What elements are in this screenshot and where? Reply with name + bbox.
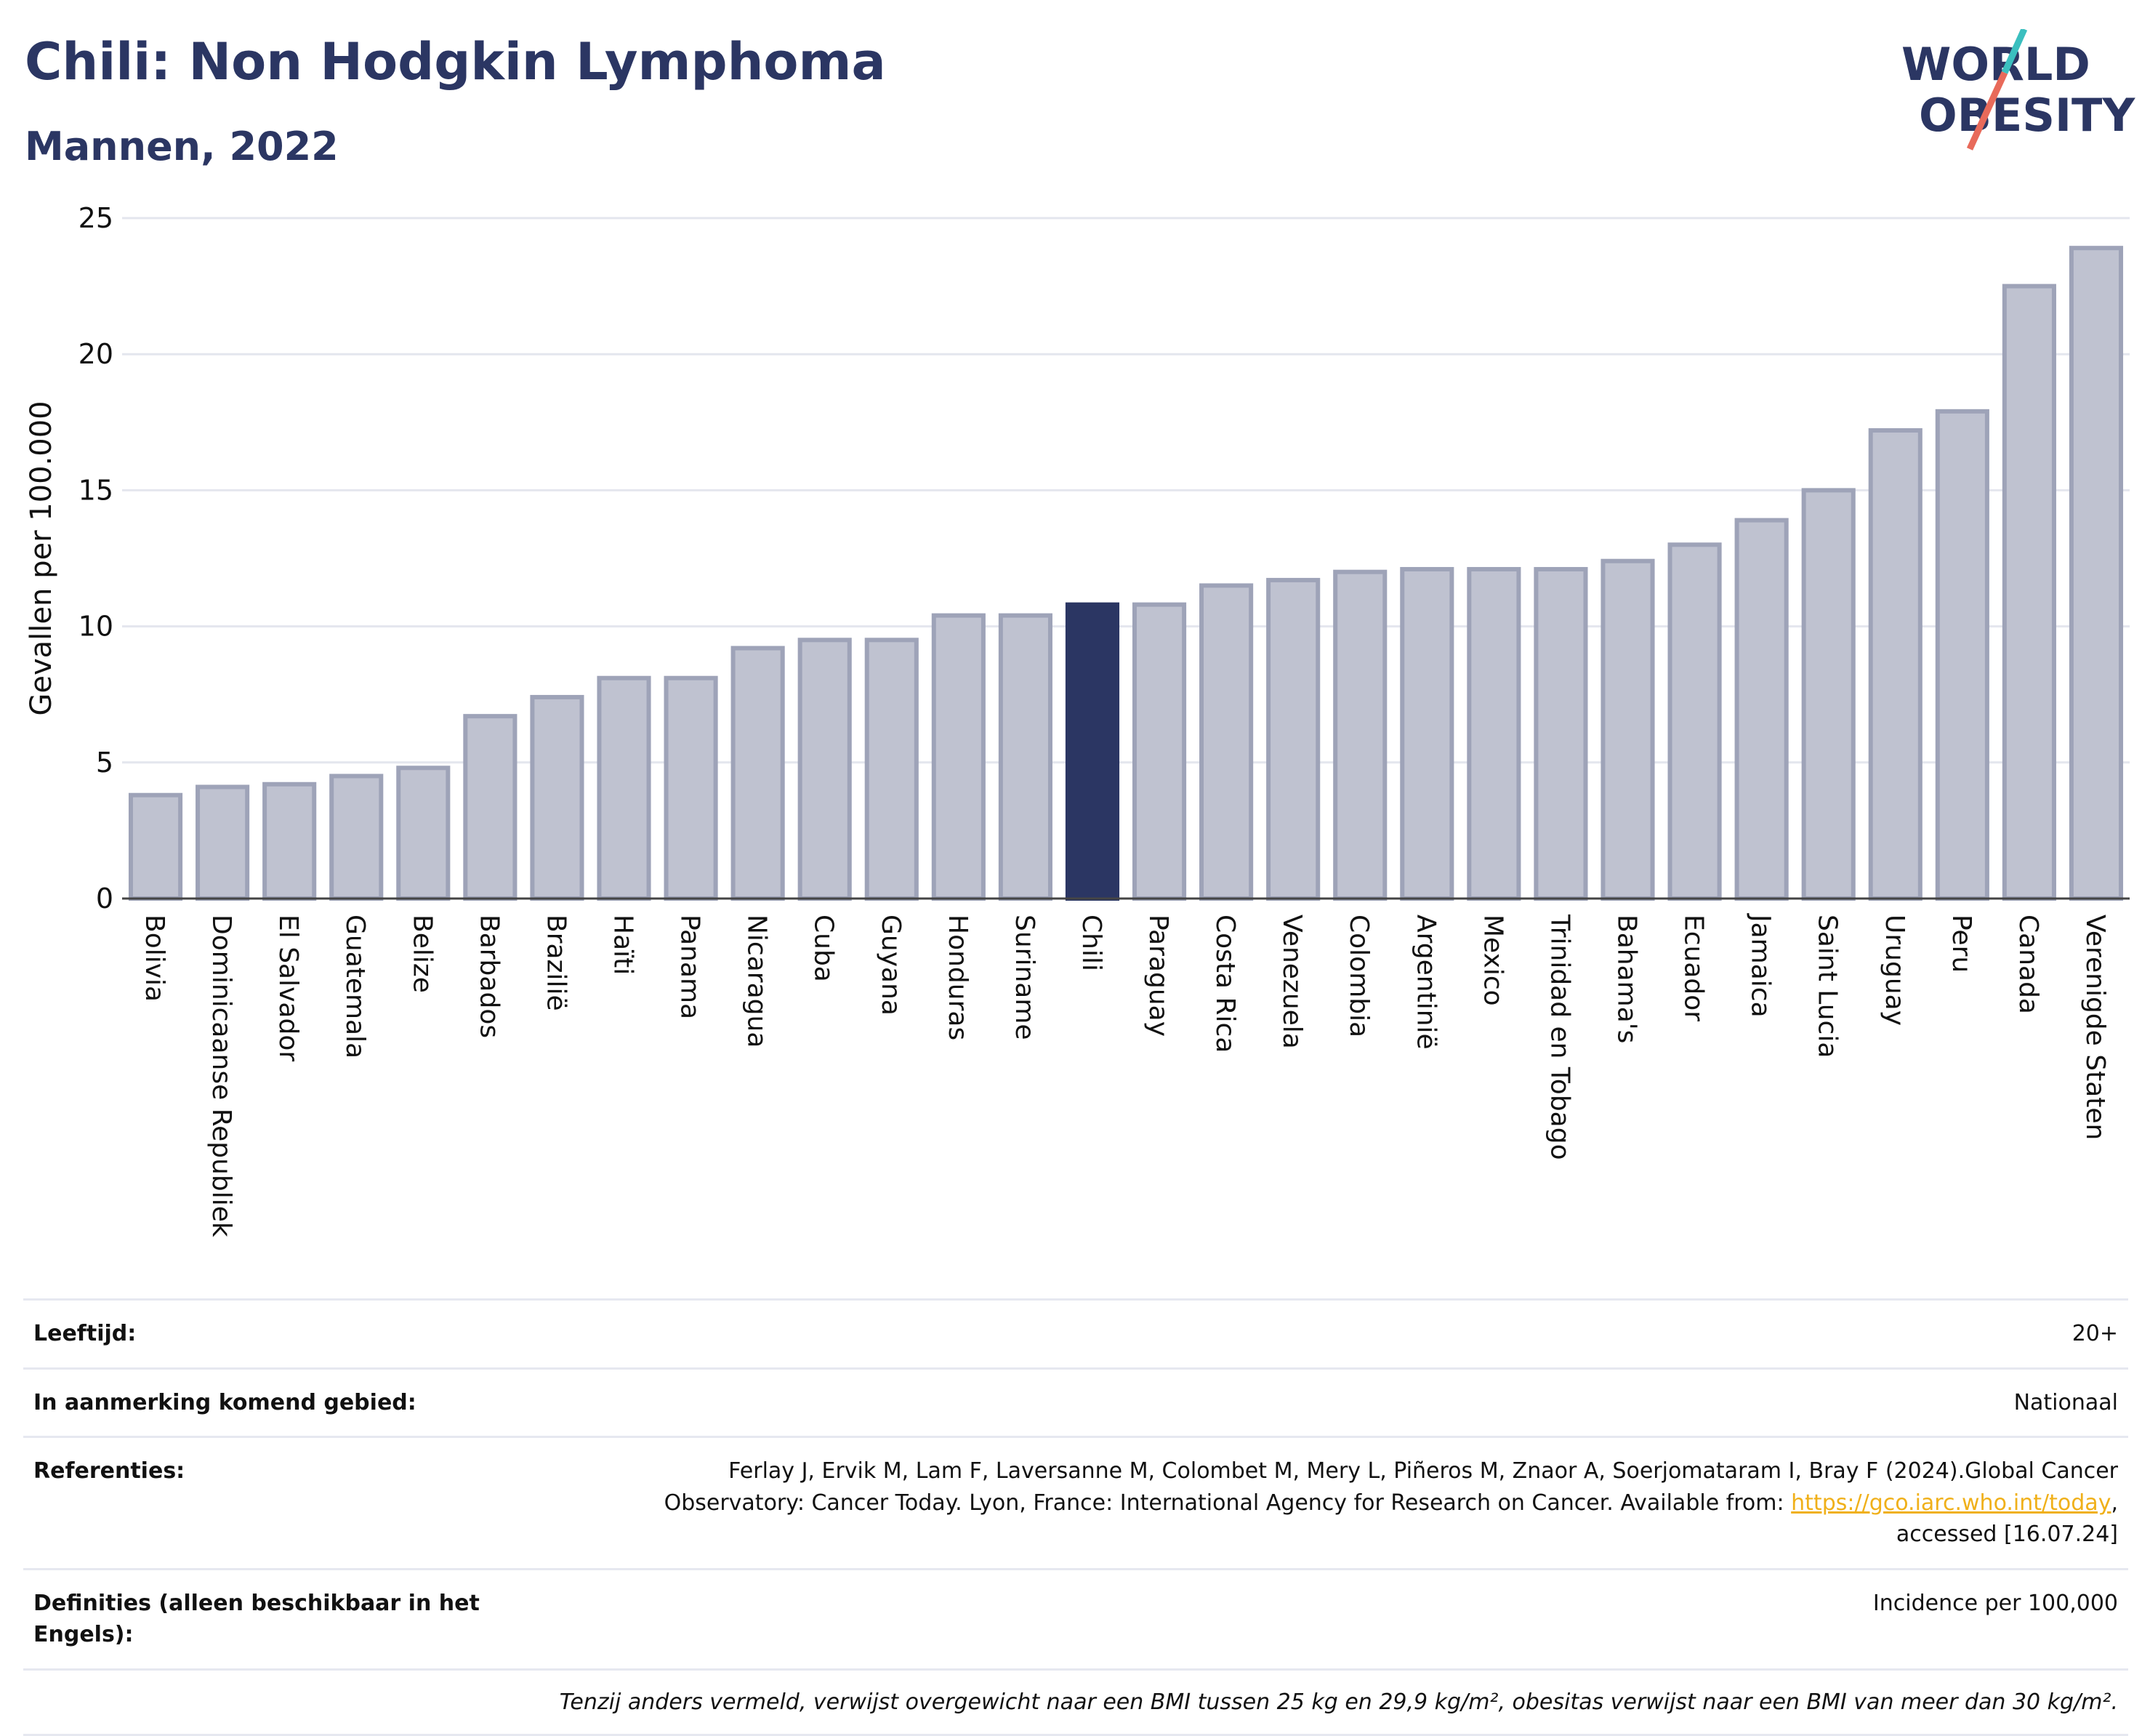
x-tick-label: Ecuador bbox=[1679, 915, 1709, 1021]
x-tick-label: Belize bbox=[407, 915, 437, 993]
bar-bahama-s bbox=[1601, 558, 1655, 901]
bar-belize bbox=[396, 765, 451, 901]
bar-colombia bbox=[1333, 569, 1388, 901]
info-row-references: Referenties: Ferlay J, Ervik M, Lam F, L… bbox=[23, 1436, 2128, 1568]
x-tick-label: Nicaragua bbox=[742, 915, 772, 1048]
definitions-label: Definities (alleen beschikbaar in het En… bbox=[33, 1590, 480, 1648]
bar-suriname bbox=[998, 613, 1052, 901]
references-value: Ferlay J, Ervik M, Lam F, Laversanne M, … bbox=[664, 1458, 2118, 1547]
bar-jamaica bbox=[1734, 518, 1789, 901]
bar-guatemala bbox=[329, 773, 384, 901]
x-tick-label: Peru bbox=[1946, 915, 1976, 973]
x-tick-label: Uruguay bbox=[1880, 915, 1909, 1026]
y-tick-label: 10 bbox=[78, 611, 113, 643]
x-tick-label: Venezuela bbox=[1277, 915, 1307, 1049]
reference-link[interactable]: https://gco.iarc.who.int/today bbox=[1791, 1490, 2111, 1516]
bar-argentini- bbox=[1400, 566, 1454, 901]
logo-line-1: WORLD bbox=[1901, 38, 2090, 91]
logo-line-2: OBESITY bbox=[1919, 89, 2135, 142]
x-tick-label: Haïti bbox=[608, 915, 638, 975]
bar-nicaragua bbox=[730, 646, 785, 901]
bar-guyana bbox=[864, 638, 919, 901]
bar-barbados bbox=[463, 714, 518, 901]
bar-trinidad-en-tobago bbox=[1534, 566, 1588, 901]
info-row-age: Leeftijd: 20+ bbox=[23, 1298, 2128, 1367]
reference-text-1: Ferlay J, Ervik M, Lam F, Laversanne M, … bbox=[728, 1458, 2118, 1484]
bar-ha-ti bbox=[597, 675, 651, 901]
y-tick-label: 25 bbox=[78, 202, 113, 234]
x-tick-label: Dominicaanse Republiek bbox=[206, 915, 236, 1237]
definitions-value: Incidence per 100,000 bbox=[1872, 1590, 2118, 1616]
x-tick-labels: Bolivia Dominicaanse Republiek El Salvador… bbox=[140, 913, 2110, 1237]
references-label: Referenties: bbox=[33, 1458, 185, 1484]
y-tick-label: 20 bbox=[78, 338, 113, 370]
logo-slash-coral bbox=[1966, 71, 2008, 150]
bar-costa-rica bbox=[1199, 583, 1254, 901]
x-tick-label: Canada bbox=[2013, 915, 2043, 1014]
bar-saint-lucia bbox=[1801, 488, 1856, 901]
y-axis-label: Gevallen per 100.000 bbox=[25, 401, 58, 715]
logo-slash-teal bbox=[2001, 29, 2028, 74]
bar-mexico bbox=[1467, 566, 1521, 901]
x-tick-label: Verenigde Staten bbox=[2080, 915, 2110, 1140]
x-tick-label: Suriname bbox=[1010, 915, 1039, 1040]
x-tick-label: Saint Lucia bbox=[1813, 915, 1843, 1058]
x-tick-label: Trinidad en Tobago bbox=[1545, 914, 1574, 1160]
bar-ecuador bbox=[1667, 542, 1722, 901]
age-label: Leeftijd: bbox=[33, 1321, 137, 1346]
bar-panama bbox=[664, 675, 718, 901]
y-tick-label: 5 bbox=[96, 747, 113, 779]
x-tick-label: Costa Rica bbox=[1210, 915, 1240, 1053]
x-tick-label: Mexico bbox=[1478, 915, 1507, 1006]
bars bbox=[128, 246, 2124, 901]
y-tick-label: 15 bbox=[78, 474, 113, 506]
x-tick-label: Argentinië bbox=[1411, 915, 1441, 1050]
x-tick-label: Panama bbox=[675, 915, 705, 1019]
chart-subtitle: Mannen, 2022 bbox=[25, 124, 339, 169]
x-tick-label: Brazilië bbox=[541, 915, 571, 1011]
info-row-definitions: Definities (alleen beschikbaar in het En… bbox=[23, 1567, 2128, 1668]
x-tick-label: Honduras bbox=[943, 915, 973, 1040]
x-tick-label: Paraguay bbox=[1143, 915, 1173, 1037]
bar-dominicaanse-republiek bbox=[196, 784, 250, 901]
footnote: Tenzij anders vermeld, verwijst overgewi… bbox=[23, 1668, 2128, 1736]
info-row-area: In aanmerking komend gebied: Nationaal bbox=[23, 1367, 2128, 1436]
x-tick-label: Colombia bbox=[1344, 915, 1374, 1037]
x-tick-label: Cuba bbox=[809, 915, 839, 982]
bar-brazili- bbox=[530, 694, 584, 901]
bar-paraguay bbox=[1132, 602, 1187, 901]
bar-chili bbox=[1065, 602, 1120, 901]
area-label: In aanmerking komend gebied: bbox=[33, 1389, 416, 1415]
bar-venezuela bbox=[1266, 577, 1321, 901]
bar-el-salvador bbox=[262, 781, 317, 901]
bar-cuba bbox=[797, 638, 852, 901]
y-tick-label: 0 bbox=[96, 883, 113, 915]
x-tick-label: Jamaica bbox=[1746, 913, 1776, 1018]
bar-chart: 0 5 10 15 20 25 Bolivia Dominicaanse Republiek… bbox=[25, 202, 2130, 1237]
info-table: Leeftijd: 20+ In aanmerking komend gebie… bbox=[23, 1298, 2128, 1736]
bar-verenigde-staten bbox=[2069, 246, 2124, 901]
bar-canada bbox=[2002, 284, 2056, 901]
reference-text-3: accessed [16.07.24] bbox=[1896, 1522, 2118, 1547]
reference-text-2: Observatory: Cancer Today. Lyon, France:… bbox=[664, 1490, 1792, 1516]
chart-title: Chili: Non Hodgkin Lymphoma bbox=[25, 32, 886, 92]
bar-peru bbox=[1935, 409, 1989, 901]
x-tick-label: El Salvador bbox=[273, 915, 303, 1061]
bar-bolivia bbox=[128, 792, 183, 901]
x-tick-label: Bahama's bbox=[1612, 915, 1642, 1043]
x-tick-label: Chili bbox=[1076, 915, 1106, 971]
world-obesity-logo: WORLD OBESITY bbox=[1901, 29, 2135, 150]
x-tick-label: Guyana bbox=[876, 915, 906, 1016]
x-tick-label: Guatemala bbox=[340, 915, 370, 1058]
grid-lines bbox=[122, 217, 2130, 764]
x-tick-label: Bolivia bbox=[140, 915, 169, 1002]
bar-uruguay bbox=[1868, 428, 1922, 901]
x-tick-label: Barbados bbox=[474, 915, 504, 1038]
y-tick-labels: 0 5 10 15 20 25 bbox=[78, 202, 113, 915]
age-value: 20+ bbox=[2072, 1321, 2118, 1346]
bar-honduras bbox=[931, 613, 986, 901]
area-value: Nationaal bbox=[2013, 1389, 2118, 1415]
